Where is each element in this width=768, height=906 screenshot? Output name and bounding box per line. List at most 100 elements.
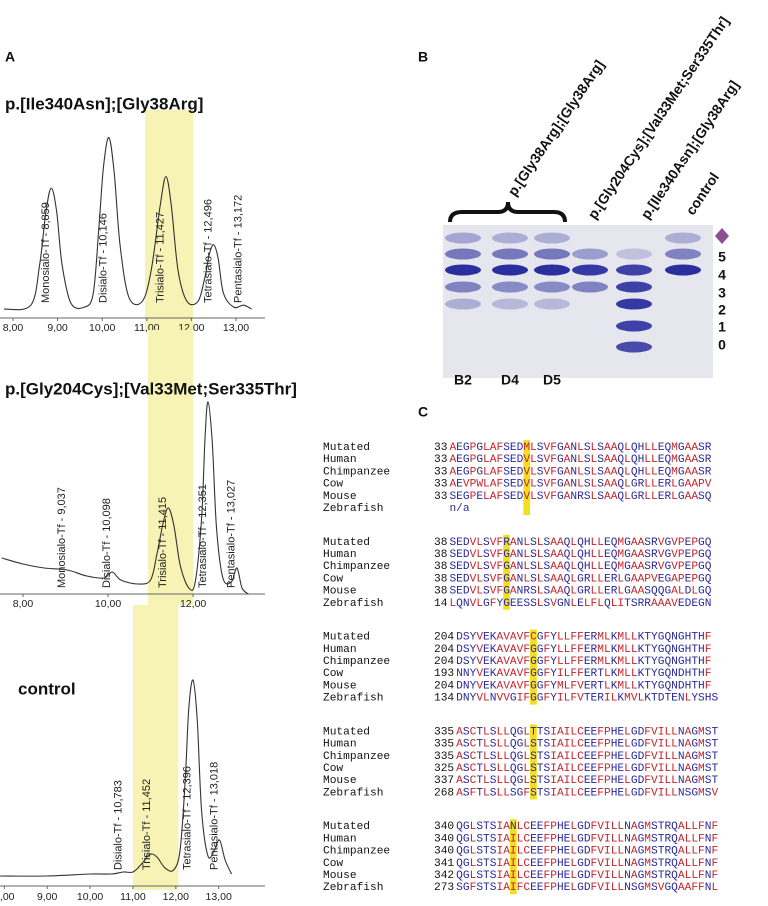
- residue: Y: [550, 693, 557, 705]
- residue: A: [685, 882, 692, 894]
- residue: L: [557, 656, 564, 668]
- residue: P: [470, 454, 477, 466]
- residue: E: [483, 680, 490, 692]
- residue: I: [496, 882, 503, 894]
- residue: N: [671, 656, 678, 668]
- sequence: ASCTLSLLQGLSTSIAILCEEFPHELGDFVILLNAGMST: [456, 739, 718, 751]
- residue: F: [570, 693, 577, 705]
- residue: Q: [617, 442, 624, 454]
- residue: R: [577, 491, 584, 503]
- residue: G: [638, 833, 645, 845]
- residue: G: [638, 870, 645, 882]
- residue: L: [591, 573, 598, 585]
- highlight-band: [132, 605, 179, 890]
- residue: L: [617, 858, 624, 870]
- residue: N: [624, 858, 631, 870]
- peak-label: Monosialo-Tf - 8,859: [40, 202, 52, 303]
- residue: T: [483, 870, 490, 882]
- species-name: Mutated: [323, 537, 370, 549]
- residue: L: [517, 846, 524, 858]
- residue: L: [496, 751, 503, 763]
- residue: E: [685, 573, 692, 585]
- residue: Q: [617, 479, 624, 491]
- residue: E: [510, 454, 517, 466]
- residue: A: [510, 680, 517, 692]
- residue: L: [664, 787, 671, 799]
- sequence: DSYVEKAVAVFCGFYLLFFERMLKMLLKTYGQNGHTHF: [456, 632, 711, 644]
- residue: L: [557, 644, 564, 656]
- residue: S: [698, 442, 705, 454]
- residue: D: [463, 573, 470, 585]
- residue: S: [705, 726, 712, 738]
- residue: V: [517, 656, 524, 668]
- residue: P: [644, 573, 651, 585]
- residue: L: [597, 598, 604, 610]
- residue: F: [591, 598, 598, 610]
- residue: Y: [651, 680, 658, 692]
- residue: S: [490, 882, 497, 894]
- residue: L: [564, 680, 571, 692]
- residue: F: [698, 882, 705, 894]
- sequence: n/a: [449, 503, 469, 515]
- residue: A: [631, 870, 638, 882]
- residue: L: [537, 586, 544, 598]
- residue: N: [705, 858, 712, 870]
- residue: A: [564, 454, 571, 466]
- residue: A: [685, 466, 692, 478]
- residue: F: [517, 882, 524, 894]
- residue: F: [577, 644, 584, 656]
- residue: L: [570, 561, 577, 573]
- residue: P: [678, 561, 685, 573]
- residue: S: [476, 846, 483, 858]
- residue: S: [644, 549, 651, 561]
- residue: E: [591, 751, 598, 763]
- residue: L: [483, 726, 490, 738]
- species-name: Zebrafish: [323, 882, 383, 894]
- residue: G: [624, 586, 631, 598]
- residue: L: [476, 598, 483, 610]
- residue: A: [449, 466, 456, 478]
- residue: R: [651, 561, 658, 573]
- marker-label: 0: [718, 337, 726, 353]
- residue: E: [671, 693, 678, 705]
- residue: L: [631, 644, 638, 656]
- residue: G: [503, 586, 510, 598]
- residue: Q: [611, 549, 618, 561]
- residue: G: [463, 442, 470, 454]
- residue: Q: [510, 726, 517, 738]
- residue: V: [476, 668, 483, 680]
- residue: C: [577, 787, 584, 799]
- residue: H: [698, 680, 705, 692]
- species-name: Mouse: [323, 680, 357, 692]
- residue: L: [624, 491, 631, 503]
- residue: P: [604, 726, 611, 738]
- sequence: AEGPGLAFSEDVLSVFGANLSLSAAQLQHLLEQMGAASR: [449, 466, 711, 478]
- species-name: Human: [323, 454, 357, 466]
- residue: N: [705, 598, 712, 610]
- residue: L: [570, 775, 577, 787]
- residue: L: [537, 537, 544, 549]
- residue: Q: [664, 644, 671, 656]
- x-tick-label: 12,00: [180, 598, 206, 610]
- residue: A: [510, 656, 517, 668]
- residue: A: [490, 442, 497, 454]
- peak-label: Trisialo-Tf - 11,427: [155, 212, 167, 303]
- residue: E: [537, 846, 544, 858]
- residue: R: [705, 466, 712, 478]
- sequence: AEVPWLAFSEDVLSVFGANLSLSAAQLGRLLERLGAAPV: [449, 479, 711, 491]
- chromatogram-line: [1, 401, 249, 595]
- residue: C: [523, 870, 530, 882]
- residue: L: [664, 739, 671, 751]
- residue: A: [631, 561, 638, 573]
- residue: S: [544, 537, 551, 549]
- residue: A: [691, 466, 698, 478]
- residue: N: [671, 680, 678, 692]
- residue: G: [691, 763, 698, 775]
- gel-band: [492, 264, 528, 276]
- residue: F: [544, 668, 551, 680]
- residue: E: [564, 821, 571, 833]
- residue: E: [564, 870, 571, 882]
- residue: T: [658, 846, 665, 858]
- residue: N: [705, 870, 712, 882]
- residue: N: [671, 668, 678, 680]
